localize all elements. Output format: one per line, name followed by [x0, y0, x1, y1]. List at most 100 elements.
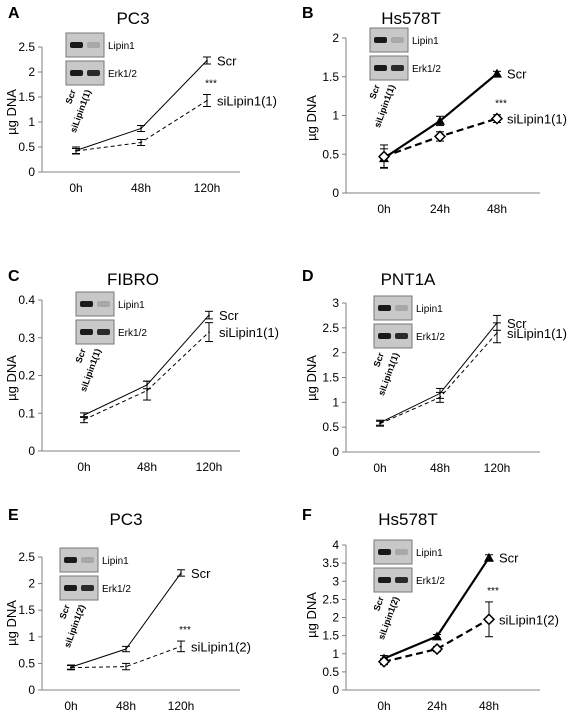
blot-lane-label: Scr [372, 595, 387, 613]
y-tick-label: 2.5 [322, 321, 339, 335]
significance-stars: *** [179, 625, 191, 636]
data-point [125, 648, 127, 650]
panel-title: PC3 [116, 9, 149, 28]
y-tick-label: 0.5 [322, 147, 339, 161]
blot-band [378, 333, 391, 339]
blot-band-label: Erk1/2 [118, 328, 147, 339]
y-tick-label: 3 [332, 574, 339, 588]
panel-title: Hs578T [378, 510, 438, 529]
blot-band-label: Lipin1 [416, 304, 443, 315]
y-axis-label: µg DNA [304, 592, 319, 638]
series-line-1 [383, 618, 490, 663]
x-tick-label: 48h [131, 181, 151, 195]
x-tick-label: 48h [487, 202, 507, 216]
y-tick-label: 0 [332, 683, 339, 697]
y-tick-label: 0.5 [322, 420, 339, 434]
y-tick-label: 2 [28, 577, 35, 591]
significance-stars: *** [487, 586, 499, 597]
blot-lane-label: Scr [372, 351, 387, 369]
x-tick-label: 24h [427, 699, 447, 713]
y-tick-label: 1.5 [322, 70, 339, 84]
y-tick-label: 1.5 [322, 629, 339, 643]
panel-f: F Hs578T 0 0.5 1 1.5 2 2.5 3 3.5 4 0h 24h 48h µg DNA Sc… [302, 507, 559, 713]
y-tick-label: 2 [28, 65, 35, 79]
y-axis-label: µg DNA [304, 95, 319, 141]
significance-stars: *** [205, 79, 217, 90]
blot-band [97, 329, 110, 335]
y-axis-label: µg DNA [304, 355, 319, 401]
blot-band [391, 37, 404, 43]
panel-b: B Hs578T 0 0.5 1 1.5 2 0h 24h 48h µg DNA Scr siLipin… [302, 5, 567, 216]
data-point [379, 422, 381, 425]
blot-band [70, 42, 83, 48]
y-tick-label: 3.5 [322, 556, 339, 570]
data-point [83, 418, 85, 421]
blot-lane-label: Scr [58, 603, 73, 621]
blot-band [395, 549, 408, 555]
panel-title: FIBRO [107, 270, 159, 289]
panel-letter: B [302, 5, 314, 22]
series-label: Scr [499, 551, 519, 566]
y-tick-label: 4 [332, 538, 339, 552]
blot-band-label: Erk1/2 [416, 332, 445, 343]
panel-c: C FIBRO 0 0.1 0.2 0.3 0.4 0h 48h 120h µg DNA Scr siL… [4, 268, 279, 474]
x-tick-label: 48h [479, 699, 499, 713]
y-tick-label: 0.2 [18, 369, 35, 383]
blot-lane-label: Scr [368, 83, 383, 101]
y-tick-label: 1.5 [18, 90, 35, 104]
blot-lane-label: Scr [64, 88, 79, 106]
data-point [430, 642, 444, 656]
blot-band [378, 305, 391, 311]
blot-band-label: Lipin1 [118, 300, 145, 311]
y-axis-label: µg DNA [4, 355, 19, 401]
x-tick-label: 120h [196, 460, 223, 474]
significance-stars: *** [495, 99, 507, 110]
x-tick-label: 0h [77, 460, 90, 474]
series-label: Scr [219, 308, 239, 323]
series-label: siLipin1(1) [219, 325, 279, 340]
panel-title: PNT1A [381, 270, 436, 289]
series-label: Scr [217, 54, 237, 69]
series-label: siLipin1(2) [191, 639, 251, 654]
y-tick-label: 1.5 [18, 603, 35, 617]
x-tick-label: 0h [69, 181, 82, 195]
blot-band [80, 329, 93, 335]
blot-band-label: Lipin1 [416, 548, 443, 559]
series-label: siLipin1(1) [217, 94, 277, 109]
blot-band [395, 333, 408, 339]
blot-band [97, 301, 110, 307]
blot-band [395, 577, 408, 583]
y-tick-label: 1 [28, 630, 35, 644]
data-point [208, 314, 210, 316]
blot-band-label: Erk1/2 [102, 584, 131, 595]
data-point [432, 631, 442, 641]
blot-band [70, 70, 83, 76]
y-tick-label: 2.5 [322, 592, 339, 606]
series-label: siLipin1(1) [507, 326, 567, 341]
data-point [208, 331, 210, 333]
blot-band [391, 65, 404, 71]
data-point [140, 141, 142, 144]
series-label: Scr [507, 67, 527, 82]
data-point [140, 127, 142, 130]
data-point [70, 666, 72, 669]
panel-title: PC3 [109, 510, 142, 529]
x-tick-label: 48h [137, 460, 157, 474]
y-tick-label: 0 [332, 186, 339, 200]
y-tick-label: 0 [28, 683, 35, 697]
blot-band-label: Erk1/2 [412, 64, 441, 75]
data-point [377, 655, 391, 668]
y-axis-label: µg DNA [4, 600, 19, 646]
y-tick-label: 3 [332, 296, 339, 310]
blot-band [378, 549, 391, 555]
data-point [206, 99, 208, 102]
y-tick-label: 0.4 [18, 293, 35, 307]
y-tick-label: 0.5 [322, 665, 339, 679]
data-point [377, 150, 391, 163]
